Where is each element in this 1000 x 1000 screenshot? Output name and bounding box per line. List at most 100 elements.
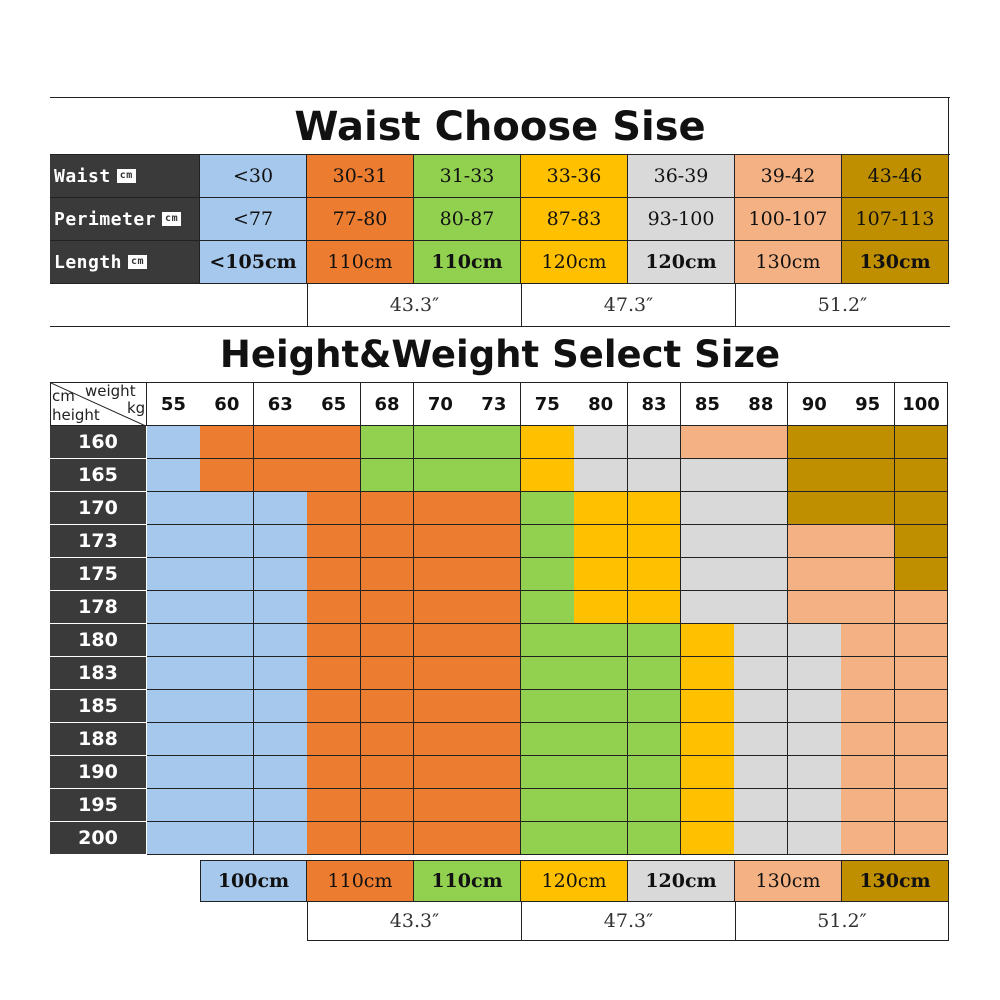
size-cell — [681, 624, 735, 657]
weight-header: 73 — [467, 382, 522, 426]
waist-cell: 120cm — [628, 241, 735, 284]
inch-label: 47.3″ — [521, 284, 735, 326]
size-cell — [467, 723, 522, 756]
size-cell — [734, 591, 789, 624]
corner-diagonal — [51, 383, 145, 425]
size-cell — [360, 756, 415, 789]
size-cell — [841, 459, 896, 492]
size-cell — [307, 723, 362, 756]
size-cell — [360, 657, 415, 690]
unit-badge: cm — [128, 255, 148, 269]
waist-row-label-0: Waist cm — [50, 155, 200, 198]
size-cell — [734, 690, 789, 723]
waist-cell: 36-39 — [628, 155, 735, 198]
size-cell — [627, 591, 682, 624]
size-cell — [360, 624, 415, 657]
size-cell — [253, 558, 308, 591]
size-cell — [200, 624, 255, 657]
size-cell — [734, 657, 789, 690]
waist-cell: <77 — [200, 198, 307, 241]
size-cell — [414, 822, 468, 855]
top-border — [50, 97, 950, 98]
size-cell — [627, 657, 682, 690]
waist-row-label-1: Perimeter cm — [50, 198, 200, 241]
size-cell — [681, 426, 735, 459]
weight-header: 60 — [200, 382, 255, 426]
height-header: 183 — [50, 657, 147, 690]
size-cell — [307, 459, 362, 492]
size-cell — [200, 822, 255, 855]
size-cell — [520, 426, 575, 459]
size-cell — [200, 525, 255, 558]
size-cell — [360, 525, 415, 558]
size-cell — [841, 492, 896, 525]
size-cell — [734, 789, 789, 822]
size-cell — [841, 822, 896, 855]
size-cell — [894, 690, 949, 723]
inch-label: 51.2″ — [735, 901, 949, 941]
size-cell — [360, 723, 415, 756]
row-label-text: Waist — [54, 165, 111, 187]
waist-cell: 110cm — [307, 241, 414, 284]
size-cell — [787, 822, 842, 855]
weight-header: 63 — [253, 382, 308, 426]
weight-header: 90 — [787, 382, 842, 426]
size-cell — [414, 756, 468, 789]
size-cell — [841, 789, 896, 822]
size-cell — [681, 492, 735, 525]
height-header: 180 — [50, 624, 147, 657]
size-cell — [681, 822, 735, 855]
size-cell — [787, 723, 842, 756]
size-cell — [414, 591, 468, 624]
waist-cell: 77-80 — [307, 198, 414, 241]
size-cell — [627, 789, 682, 822]
size-cell — [627, 492, 682, 525]
size-cell — [841, 426, 896, 459]
size-cell — [574, 591, 629, 624]
size-cell — [200, 459, 255, 492]
size-cell — [681, 756, 735, 789]
inch-label: 51.2″ — [735, 284, 949, 326]
size-cell — [307, 624, 362, 657]
size-cell — [520, 756, 575, 789]
size-cell — [147, 723, 201, 756]
size-cell — [787, 756, 842, 789]
waist-cell: 31-33 — [414, 155, 521, 198]
size-cell — [574, 822, 629, 855]
size-cell — [307, 426, 362, 459]
size-cell — [627, 459, 682, 492]
corner-label-height: height — [52, 406, 100, 424]
size-cell — [627, 624, 682, 657]
size-cell — [574, 426, 629, 459]
size-cell — [574, 459, 629, 492]
size-cell — [360, 690, 415, 723]
size-cell — [894, 525, 949, 558]
axis-corner: cm weight kg height — [50, 382, 147, 426]
size-cell — [467, 690, 522, 723]
size-cell — [414, 558, 468, 591]
size-cell — [147, 756, 201, 789]
size-cell — [253, 426, 308, 459]
size-cell — [414, 492, 468, 525]
size-cell — [574, 756, 629, 789]
height-header: 175 — [50, 558, 147, 591]
size-cell — [734, 756, 789, 789]
size-cell — [894, 756, 949, 789]
size-cell — [520, 525, 575, 558]
legend-cell: 110cm — [307, 860, 414, 902]
corner-label-weight: weight — [85, 382, 136, 400]
size-cell — [787, 690, 842, 723]
size-cell — [253, 492, 308, 525]
waist-cell: <105cm — [200, 241, 307, 284]
size-cell — [414, 723, 468, 756]
size-cell — [360, 789, 415, 822]
size-cell — [200, 690, 255, 723]
height-header: 185 — [50, 690, 147, 723]
size-cell — [574, 789, 629, 822]
size-cell — [360, 426, 415, 459]
size-cell — [467, 756, 522, 789]
size-cell — [574, 723, 629, 756]
size-cell — [520, 624, 575, 657]
waist-row-label-2: Length cm — [50, 241, 200, 284]
size-cell — [787, 789, 842, 822]
